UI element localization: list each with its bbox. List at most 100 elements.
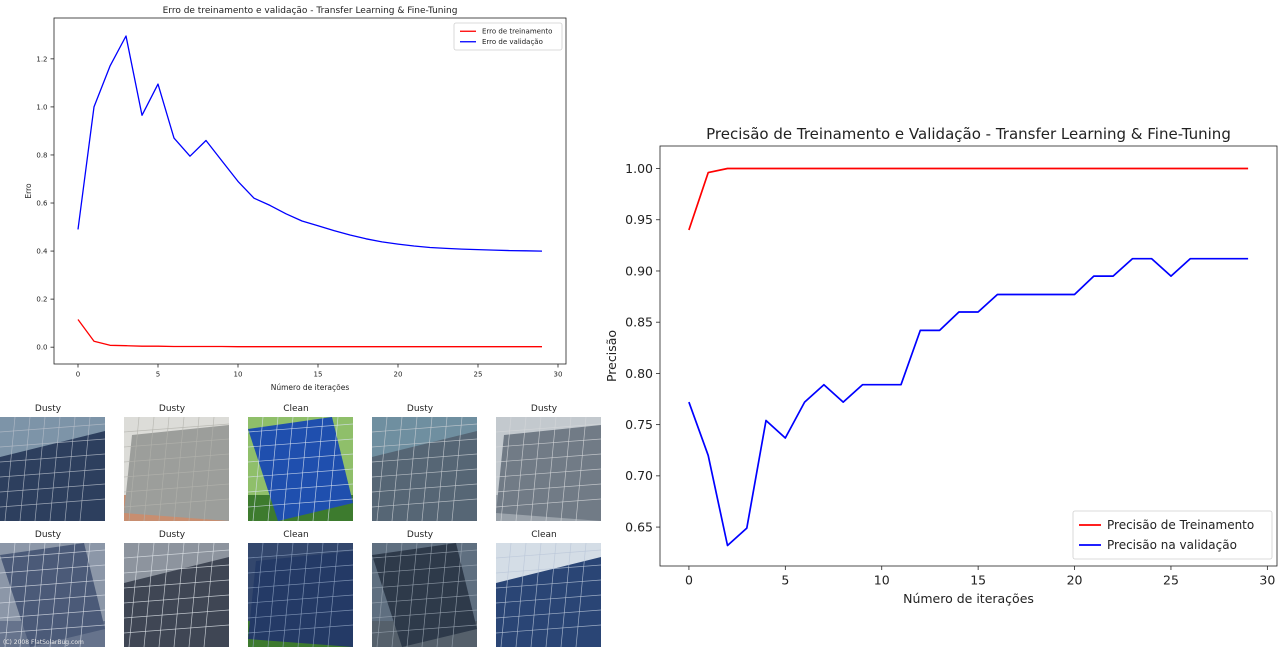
panel-grid-line [124, 498, 229, 508]
panel-grid-line [124, 549, 229, 559]
panel-grid-line [248, 468, 353, 478]
panel-grid-line [372, 498, 477, 508]
solar-panel-illustration [248, 417, 353, 521]
panel-grid-line [376, 417, 388, 521]
x-tick-label: 20 [394, 371, 403, 379]
panel-grid-line [451, 417, 463, 521]
panel-grid-line [4, 417, 16, 521]
panel-grid-line [372, 579, 477, 589]
panel-grid-line [496, 498, 601, 508]
panel-grid-line [4, 543, 16, 647]
y-tick-label: 0.75 [625, 417, 653, 432]
y-tick-label: 0.95 [625, 212, 653, 227]
y-tick-label: 0.70 [625, 468, 653, 483]
panel-grid-line [248, 549, 353, 559]
solar-panel-photo [372, 417, 477, 521]
panel-grid-line [158, 543, 170, 647]
x-tick-label: 30 [554, 371, 563, 379]
panel-grid-line [372, 624, 477, 634]
panel-grid-line [267, 543, 279, 647]
panel-grid-line [248, 498, 353, 508]
x-axis-label: Número de iterações [271, 383, 350, 392]
solar-panel-illustration [0, 543, 105, 647]
x-tick-label: 25 [474, 371, 483, 379]
thumbnail-label: Clean [283, 404, 309, 414]
panel-grid-line [143, 543, 155, 647]
solar-panel-photo: (C) 2008 FlatSolarBug.com [0, 543, 105, 647]
thumbnail-label: Dusty [406, 530, 434, 540]
panel-grid-line [372, 423, 477, 433]
thumbnail-label: Dusty [530, 404, 558, 414]
chart-title: Precisão de Treinamento e Validação - Tr… [706, 125, 1231, 143]
panel-grid-line [500, 417, 512, 521]
y-axis-label: Precisão [604, 330, 619, 382]
solar-panel-illustration [372, 417, 477, 521]
thumbnail-label: Clean [531, 530, 557, 540]
solar-panel-surface [0, 543, 105, 647]
solar-panel-surface [248, 417, 353, 521]
panel-grid-line [49, 543, 61, 647]
thumbnail-label: Dusty [34, 404, 62, 414]
solar-panel-photo [248, 417, 353, 521]
series-line-2 [688, 257, 1249, 547]
panel-grid-line [391, 417, 403, 521]
solar-panel-illustration [372, 543, 477, 647]
solar-panel-illustration [124, 543, 229, 647]
thumbnail-label: Dusty [34, 530, 62, 540]
chart-title: Erro de treinamento e validação - Transf… [163, 6, 458, 16]
panel-grid-line [496, 483, 601, 493]
panel-grid-line [248, 453, 353, 463]
x-tick-label: 0 [76, 371, 80, 379]
panel-grid-line [252, 417, 264, 521]
x-tick-label: 0 [685, 573, 693, 588]
series-line-2 [77, 35, 543, 252]
y-tick-label: 0.4 [36, 248, 48, 256]
solar-panel-photo [124, 543, 229, 647]
panel-grid-line [496, 579, 601, 589]
panel-grid-line [372, 609, 477, 619]
panel-grid-line [64, 543, 76, 647]
panel-grid-line [530, 543, 542, 647]
y-axis-label: Erro [24, 183, 33, 199]
panel-grid-line [248, 624, 353, 634]
panel-grid-line [372, 453, 477, 463]
panel-grid-line [0, 423, 105, 433]
panel-grid-line [203, 543, 215, 647]
panel-grid-line [124, 483, 229, 493]
panel-grid-line [0, 483, 105, 493]
panel-grid-line [158, 417, 170, 521]
solar-panel-photo [496, 543, 601, 647]
panel-grid-line [406, 417, 418, 521]
panel-grid-line [297, 543, 309, 647]
panel-grid-line [312, 417, 324, 521]
panel-grid-line [128, 417, 140, 521]
thumbnail-label: Clean [283, 530, 309, 540]
panel-grid-line [496, 453, 601, 463]
series-line-1 [688, 167, 1249, 231]
panel-grid-line [79, 417, 91, 521]
panel-grid-line [376, 543, 388, 647]
y-tick-label: 0.65 [625, 519, 653, 534]
legend-box [453, 22, 563, 51]
x-tick-label: 10 [234, 371, 243, 379]
panel-grid-line [0, 468, 105, 478]
panel-grid-line [0, 498, 105, 508]
thumbnail-label: Dusty [158, 530, 186, 540]
panel-grid-line [0, 624, 105, 634]
panel-grid-line [49, 417, 61, 521]
thumbnail-label: Dusty [406, 404, 434, 414]
panel-grid-line [545, 417, 557, 521]
panel-grid-line [372, 468, 477, 478]
y-tick-label: 1.00 [625, 161, 653, 176]
panel-grid-line [560, 543, 572, 647]
panel-grid-line [530, 417, 542, 521]
x-tick-label: 15 [970, 573, 986, 588]
plot-frame [659, 145, 1278, 567]
solar-panel-photo [372, 543, 477, 647]
panel-grid-line [0, 549, 105, 559]
panel-grid-line [436, 543, 448, 647]
solar-panel-illustration [496, 417, 601, 521]
panel-grid-line [124, 624, 229, 634]
panel-grid-line [297, 417, 309, 521]
panel-grid-line [496, 423, 601, 433]
